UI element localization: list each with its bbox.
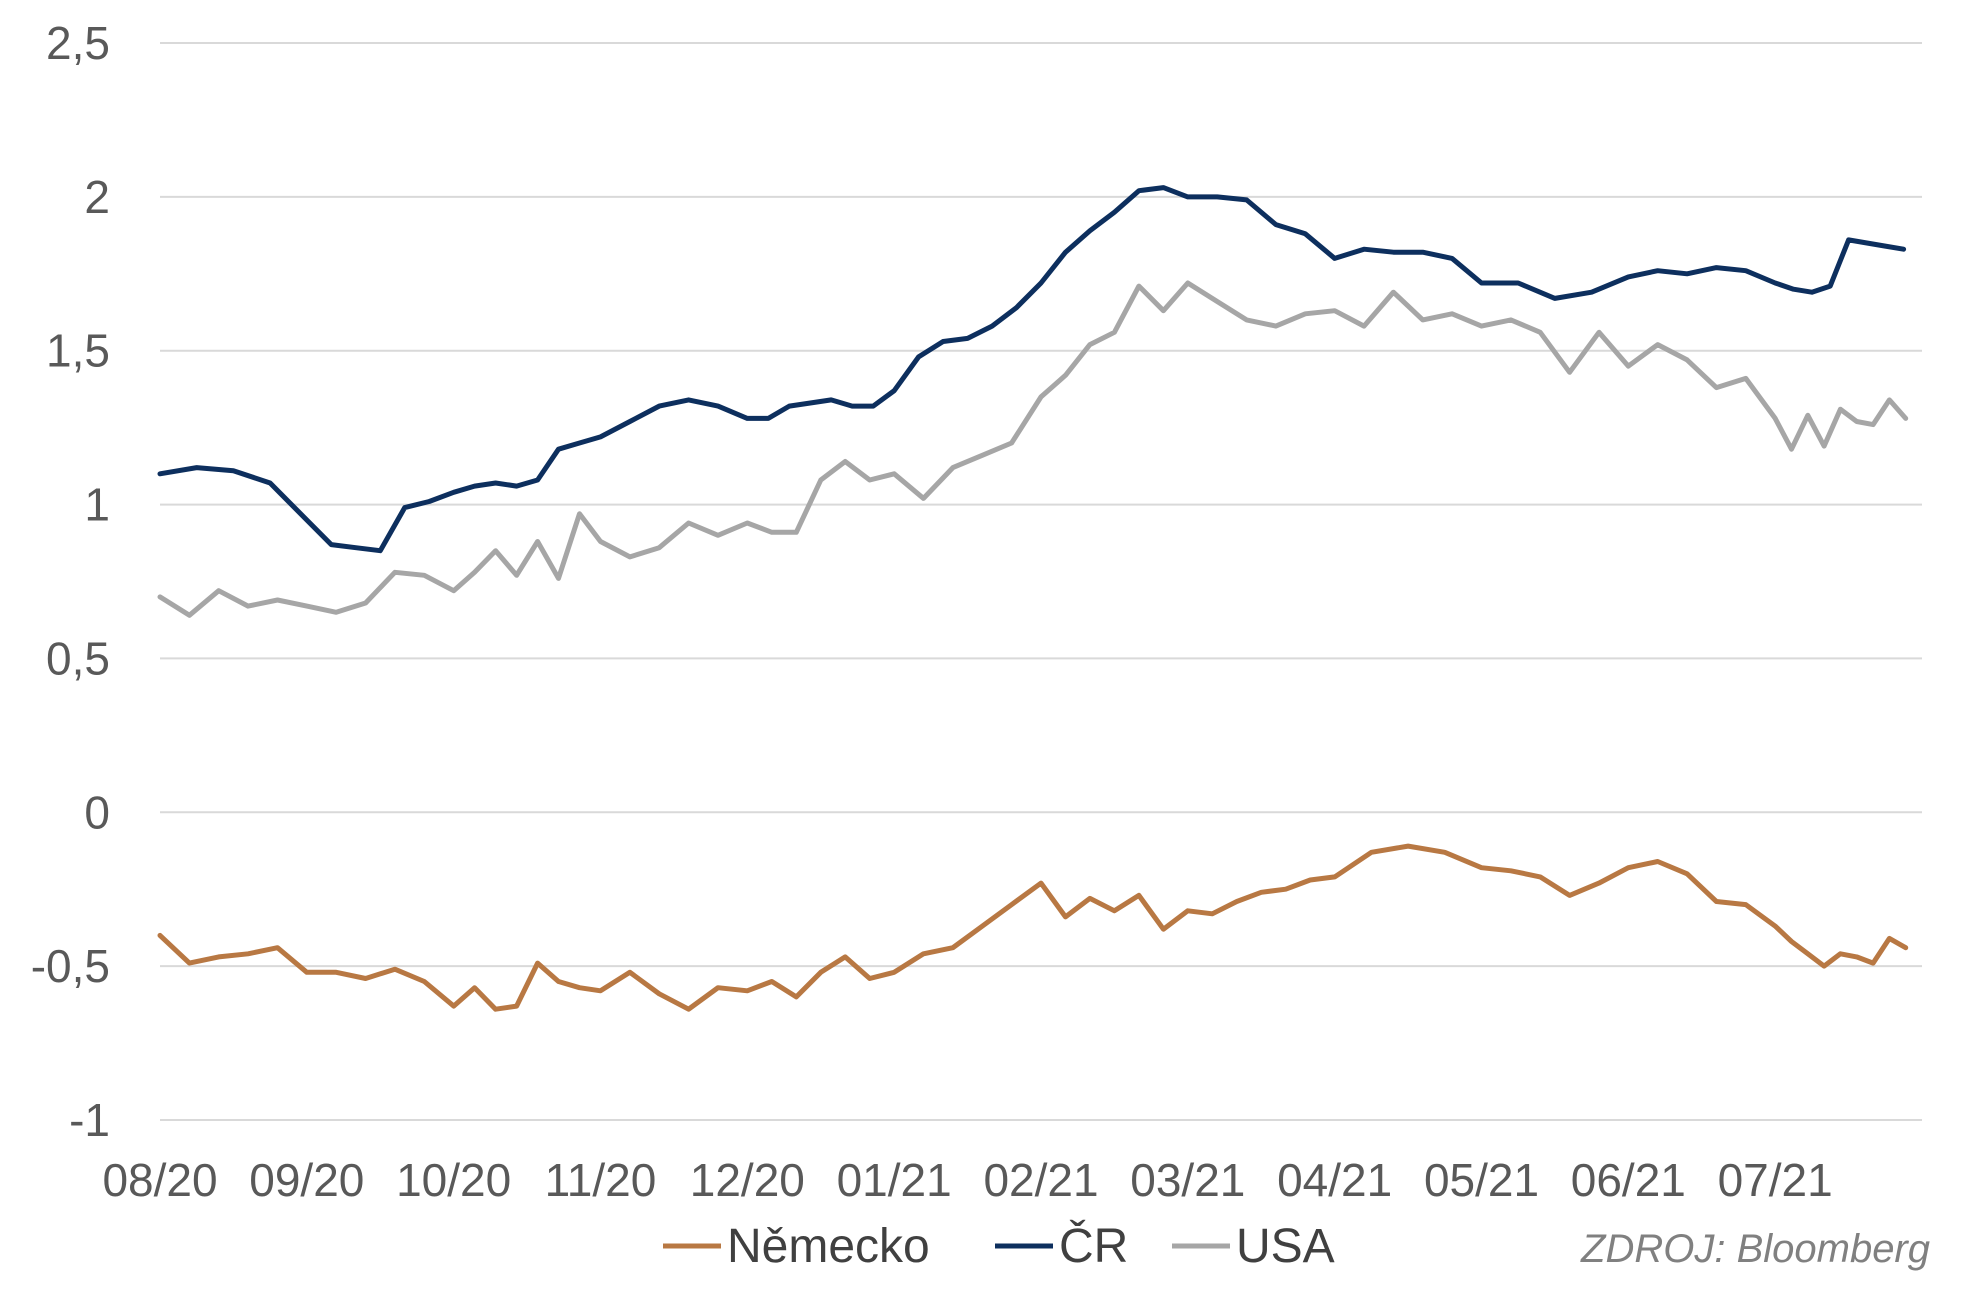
- series-lines: [157, 185, 1909, 1012]
- x-tick-label: 07/21: [1718, 1154, 1833, 1206]
- x-tick-label: 03/21: [1130, 1154, 1245, 1206]
- x-tick-label: 08/20: [102, 1154, 217, 1206]
- series-line-německo: [157, 843, 1909, 1012]
- legend-label: USA: [1236, 1220, 1335, 1273]
- y-tick-label: -1: [69, 1094, 110, 1146]
- source-note: ZDROJ: Bloomberg: [1580, 1227, 1930, 1271]
- y-tick-label: -0,5: [31, 940, 110, 992]
- legend-label: Německo: [727, 1220, 930, 1273]
- y-tick-label: 1,5: [46, 325, 110, 377]
- y-axis-ticks: 2,5 2 1,5 1 0,5 0 -0,5 -1: [31, 17, 110, 1146]
- x-axis-ticks: 08/20 09/20 10/20 11/20 12/20 01/21 02/21 03/21…: [102, 1154, 1832, 1206]
- grid-lines: [160, 42, 1922, 1121]
- y-tick-label: 0,5: [46, 632, 110, 684]
- x-tick-label: 05/21: [1424, 1154, 1539, 1206]
- x-tick-label: 01/21: [837, 1154, 952, 1206]
- x-tick-label: 10/20: [396, 1154, 511, 1206]
- series-line-čr: [157, 185, 1907, 554]
- series-line-usa: [157, 280, 1909, 618]
- x-tick-label: 11/20: [545, 1154, 657, 1206]
- x-tick-label: 12/20: [690, 1154, 805, 1206]
- y-tick-label: 2: [84, 171, 110, 223]
- y-tick-label: 2,5: [46, 17, 110, 69]
- y-tick-label: 1: [84, 479, 110, 531]
- y-tick-label: 0: [84, 786, 110, 838]
- x-tick-label: 04/21: [1277, 1154, 1392, 1206]
- legend-label: ČR: [1059, 1219, 1128, 1273]
- x-tick-label: 09/20: [249, 1154, 364, 1206]
- x-tick-label: 06/21: [1571, 1154, 1686, 1206]
- legend: Německo ČR USA: [663, 1219, 1335, 1273]
- x-tick-label: 02/21: [983, 1154, 1098, 1206]
